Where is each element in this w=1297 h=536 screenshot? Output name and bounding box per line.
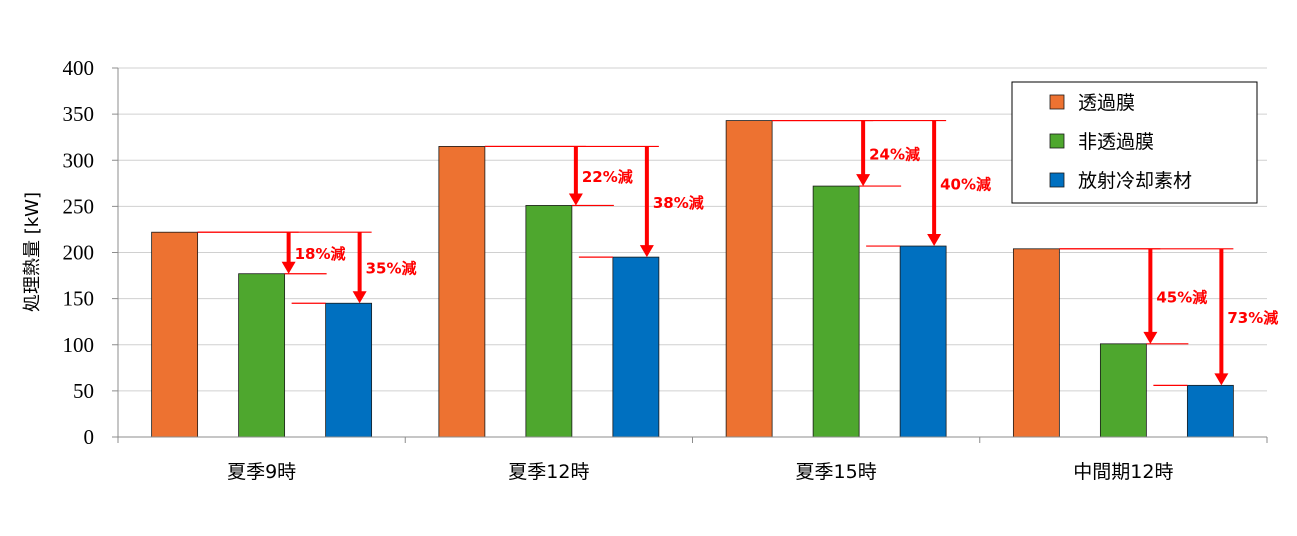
- reduction-arrowhead: [352, 291, 367, 304]
- reduction-label: 45%減: [1156, 288, 1207, 306]
- x-tick-label: 中間期12時: [1073, 461, 1173, 483]
- bar: [525, 205, 573, 438]
- reduction-arrowhead: [1214, 373, 1229, 386]
- bar: [438, 146, 486, 438]
- axes: 0 50 100 150 200 250 300 350 400 夏季9時 夏季12時 夏季15時 中間…: [63, 56, 1268, 483]
- bar: [325, 302, 373, 438]
- reduction-label: 38%減: [653, 194, 704, 212]
- reduction-label: 22%減: [582, 168, 633, 186]
- reduction-arrowhead: [1143, 331, 1158, 344]
- bar: [612, 256, 660, 438]
- reduction-arrowhead: [568, 193, 583, 206]
- reduction-label: 24%減: [869, 145, 920, 163]
- legend-label: 透過膜: [1078, 92, 1135, 114]
- gridlines: [118, 67, 1267, 392]
- bar: [725, 120, 773, 438]
- reduction-annotations: 18%減 35%減 22%減 38%減 24%減 40%減 45%減 73%減: [197, 119, 1278, 386]
- legend-swatch: [1049, 94, 1065, 110]
- y-tick-label: 0: [84, 425, 95, 449]
- y-tick-label: 300: [63, 148, 95, 172]
- y-tick-label: 250: [63, 194, 95, 218]
- bar: [1186, 384, 1234, 438]
- reduction-arrowhead: [281, 261, 296, 274]
- x-tick-label: 夏季12時: [508, 461, 589, 483]
- bar: [238, 273, 286, 438]
- reduction-label: 18%減: [295, 245, 346, 263]
- x-tick-label: 夏季9時: [227, 461, 296, 483]
- bar: [151, 231, 199, 438]
- y-tick-label: 150: [63, 287, 95, 311]
- reduction-arrowhead: [927, 234, 942, 247]
- y-tick-label: 400: [63, 56, 95, 80]
- legend-label: 放射冷却素材: [1078, 170, 1192, 192]
- bar: [899, 245, 947, 438]
- y-tick-label: 100: [63, 333, 95, 357]
- reduction-label: 73%減: [1227, 309, 1278, 327]
- bars: [151, 120, 1234, 438]
- bar: [1012, 248, 1060, 438]
- bar: [1099, 343, 1147, 438]
- reduction-label: 35%減: [366, 260, 417, 278]
- bar: [812, 185, 860, 438]
- reduction-arrowhead: [856, 174, 871, 187]
- x-tick-label: 夏季15時: [796, 461, 877, 483]
- legend-swatch: [1049, 133, 1065, 149]
- y-tick-label: 200: [63, 241, 95, 265]
- y-axis-label: 処理熱量 [kW]: [22, 192, 43, 312]
- reduction-arrowhead: [639, 245, 654, 258]
- reduction-label: 40%減: [940, 175, 991, 193]
- y-tick-label: 50: [73, 379, 94, 403]
- y-tick-label: 350: [63, 102, 95, 126]
- legend-swatch: [1049, 172, 1065, 188]
- legend-label: 非透過膜: [1078, 131, 1154, 153]
